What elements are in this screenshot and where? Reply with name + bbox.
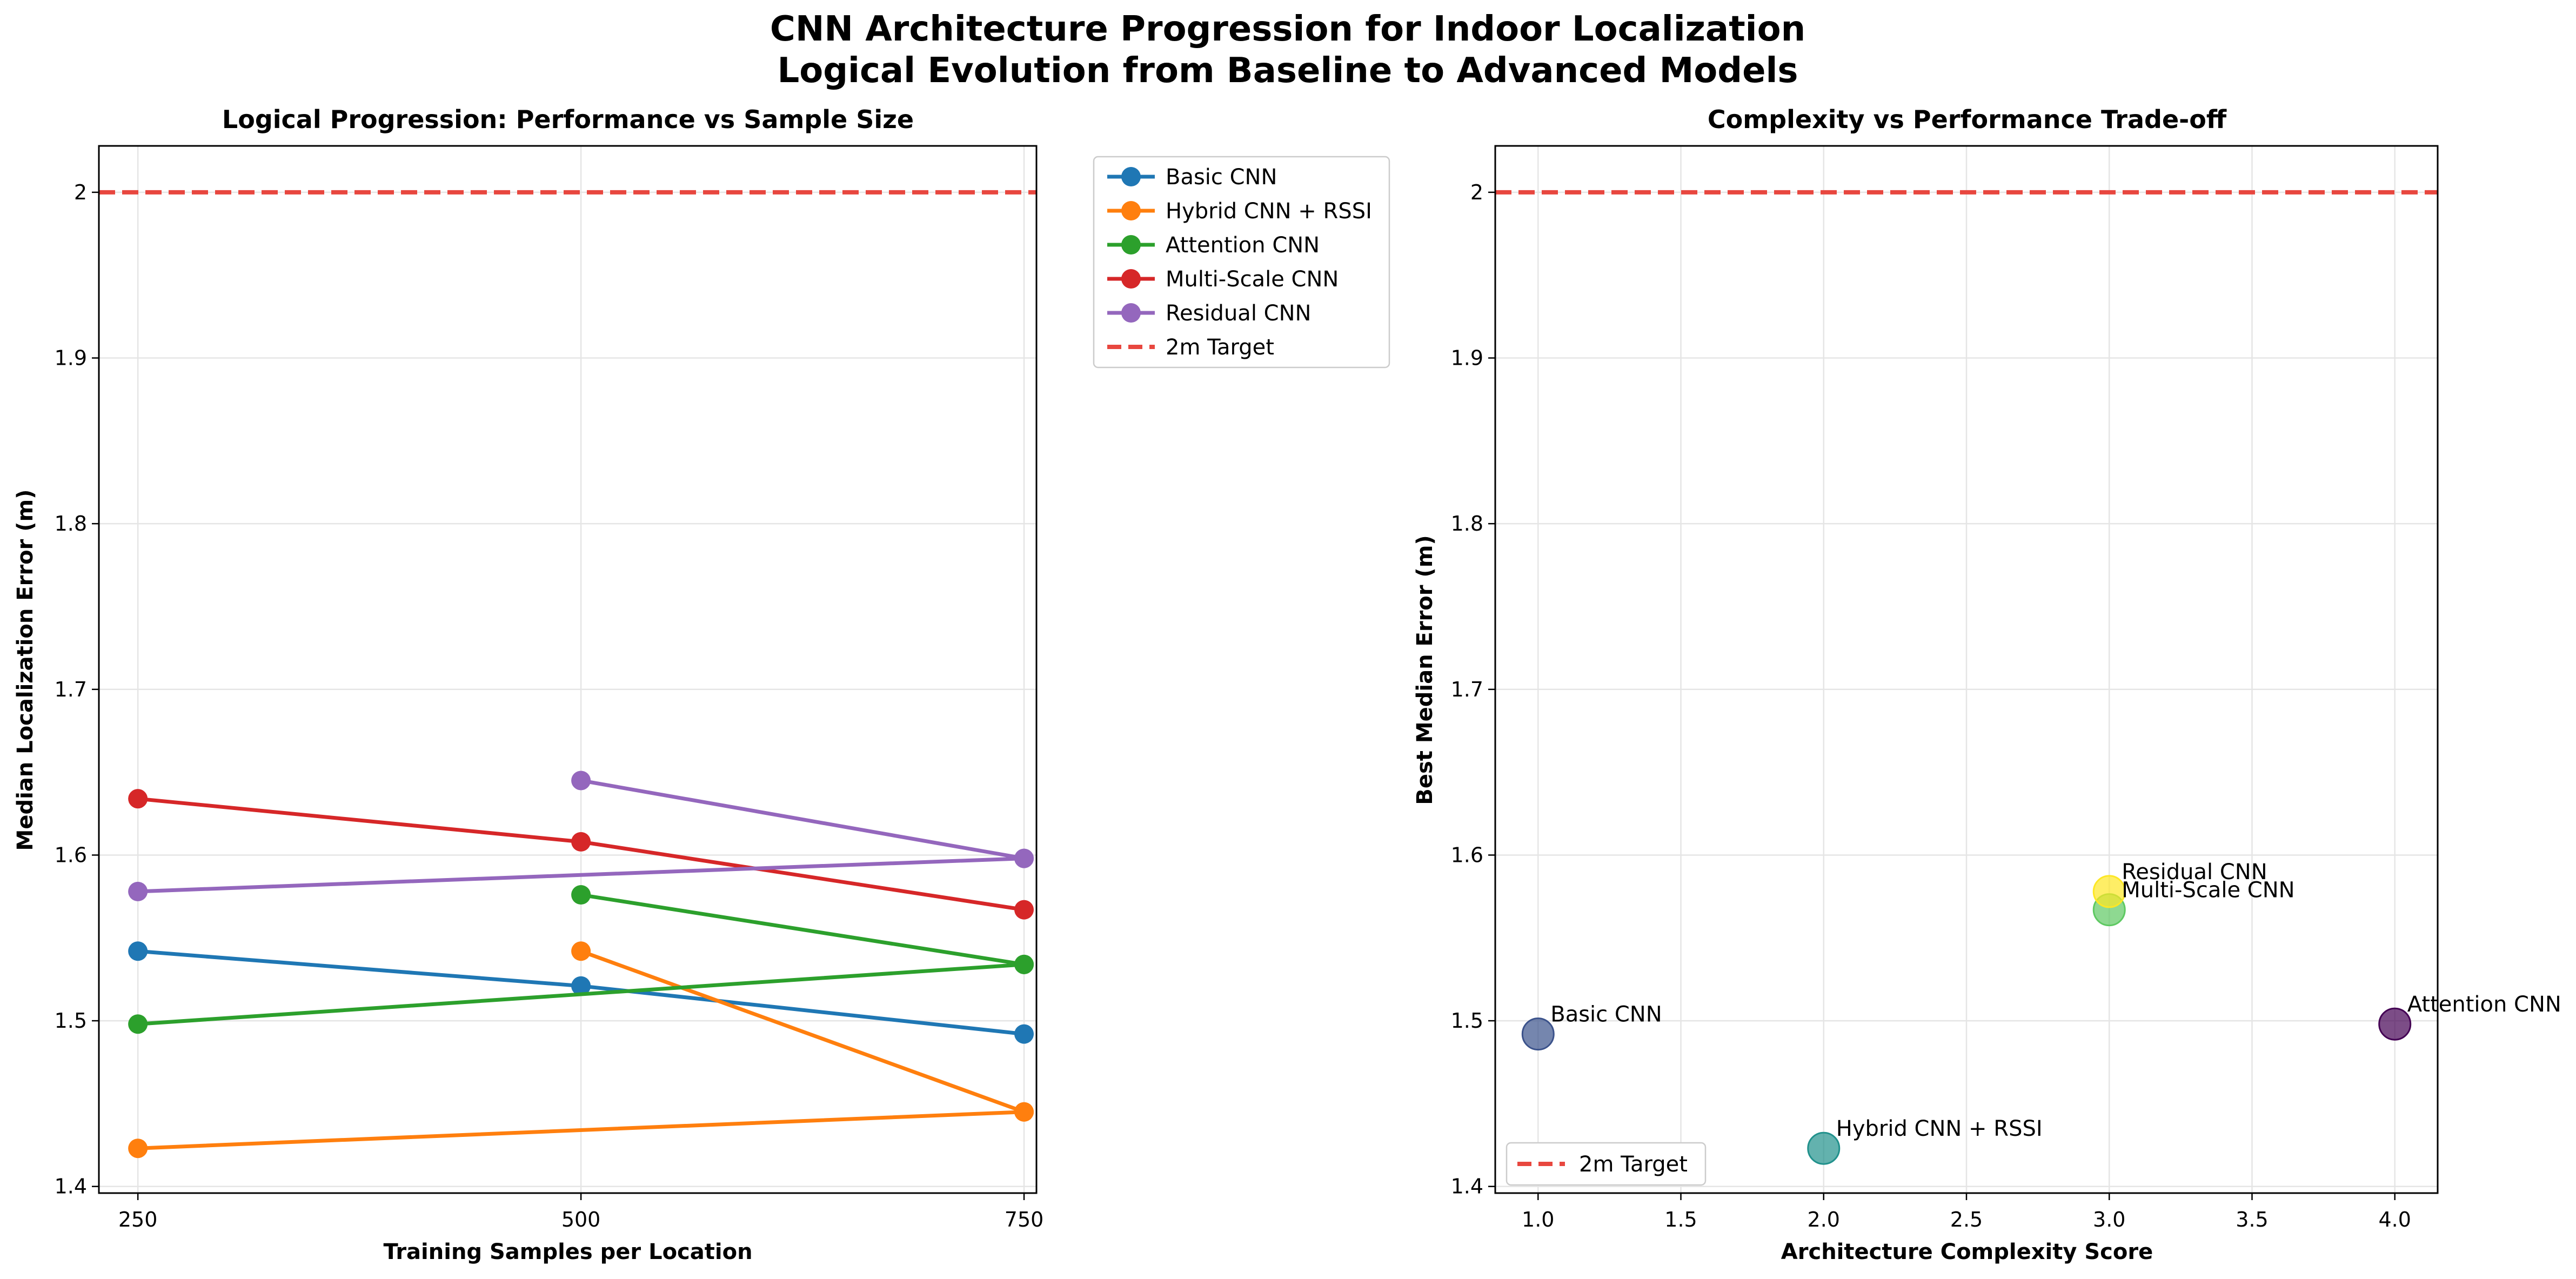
scatter-point <box>2378 1007 2412 1041</box>
data-point <box>1014 1024 1034 1044</box>
series-line <box>137 893 1026 1026</box>
data-point <box>128 789 148 809</box>
legend-box <box>1506 1142 1707 1186</box>
right-chart-title: Complexity vs Performance Trade-off <box>1708 105 2227 134</box>
legend-label: Hybrid CNN + RSSI <box>1166 199 1372 224</box>
legend-swatch-marker <box>1121 235 1141 255</box>
data-point <box>1014 1102 1034 1122</box>
data-point <box>128 881 148 901</box>
series-line <box>138 778 1026 894</box>
y-tick-label: 1.6 <box>55 843 87 867</box>
left-x-axis-label: Training Samples per Location <box>383 1240 752 1264</box>
legend-label: Multi-Scale CNN <box>1166 267 1339 292</box>
x-tick-label: 250 <box>118 1208 158 1231</box>
x-tick-label: 1.0 <box>1522 1208 1554 1231</box>
data-point <box>571 976 591 996</box>
legend-label: Attention CNN <box>1166 233 1320 258</box>
x-tick-label: 4.0 <box>2379 1208 2411 1231</box>
legend-label: Basic CNN <box>1166 165 1277 190</box>
y-tick-label: 1.5 <box>55 1009 87 1033</box>
y-tick-label: 1.7 <box>55 678 87 701</box>
grid-lines <box>1495 146 2438 1193</box>
right-scatter-chart: Complexity vs Performance Trade-off Arch… <box>1413 105 2561 1264</box>
left-line-chart: Logical Progression: Performance vs Samp… <box>13 105 1390 1264</box>
data-point <box>1014 954 1034 974</box>
legend-label: 2m Target <box>1166 335 1274 360</box>
x-tick-label: 3.0 <box>2093 1208 2125 1231</box>
y-tick-label: 1.8 <box>55 512 87 535</box>
plot-frame <box>98 145 1038 1194</box>
figure-title-line-1: CNN Architecture Progression for Indoor … <box>770 9 1805 49</box>
point-annotation: Multi-Scale CNN <box>2122 878 2294 903</box>
plot-frame <box>1494 145 2439 1194</box>
data-point <box>1014 848 1034 868</box>
scatter-point <box>1807 1131 1841 1165</box>
legend-swatch-marker <box>1121 269 1141 289</box>
point-annotation: Residual CNN <box>2122 860 2267 885</box>
legend: 2m Target <box>1506 1142 1707 1186</box>
x-tick-label: 3.5 <box>2236 1208 2268 1231</box>
right-y-axis-label: Best Median Error (m) <box>1413 535 1437 805</box>
scatter-point <box>2092 875 2126 908</box>
point-annotation: Attention CNN <box>2407 992 2561 1017</box>
series-line <box>138 949 1026 1150</box>
left-y-axis-label: Median Localization Error (m) <box>13 490 38 851</box>
y-tick-label: 1.8 <box>1451 512 1483 535</box>
legend-label: 2m Target <box>1579 1152 1688 1177</box>
data-point <box>571 771 591 791</box>
x-tick-label: 2.5 <box>1950 1208 1983 1231</box>
point-annotation: Basic CNN <box>1550 1002 1662 1027</box>
y-tick-label: 1.4 <box>55 1175 87 1198</box>
legend-box <box>1093 156 1390 369</box>
legend-swatch-marker <box>1121 303 1141 323</box>
data-point <box>571 885 591 905</box>
y-tick-label: 1.6 <box>1451 843 1483 867</box>
point-annotation: Hybrid CNN + RSSI <box>1836 1116 2043 1141</box>
data-point <box>128 1014 148 1034</box>
scatter-point <box>1521 1017 1555 1051</box>
y-tick-label: 1.7 <box>1451 678 1483 701</box>
data-point <box>128 941 148 961</box>
x-tick-label: 2.0 <box>1808 1208 1840 1231</box>
legend-swatch-marker <box>1121 167 1141 186</box>
legend-label: Residual CNN <box>1166 301 1311 326</box>
y-tick-label: 1.5 <box>1451 1009 1483 1033</box>
y-tick-label: 2 <box>74 180 87 204</box>
data-point <box>1014 900 1034 920</box>
data-point <box>571 832 591 852</box>
figure-title-line-2: Logical Evolution from Baseline to Advan… <box>777 51 1798 91</box>
grid-lines <box>99 146 1036 1193</box>
legend-swatch-marker <box>1121 201 1141 220</box>
data-point <box>128 1139 148 1159</box>
y-tick-label: 2 <box>1470 180 1483 204</box>
x-tick-label: 1.5 <box>1664 1208 1697 1231</box>
x-tick-label: 750 <box>1005 1208 1044 1231</box>
left-chart-title: Logical Progression: Performance vs Samp… <box>222 105 914 134</box>
right-x-axis-label: Architecture Complexity Score <box>1781 1240 2153 1264</box>
legend: Basic CNN Hybrid CNN + RSSI Attention CNN M… <box>1093 156 1390 369</box>
y-tick-label: 1.9 <box>1451 346 1483 370</box>
x-tick-label: 500 <box>561 1208 601 1231</box>
y-tick-label: 1.9 <box>55 346 87 370</box>
y-tick-label: 1.4 <box>1451 1175 1483 1198</box>
data-point <box>571 941 591 961</box>
